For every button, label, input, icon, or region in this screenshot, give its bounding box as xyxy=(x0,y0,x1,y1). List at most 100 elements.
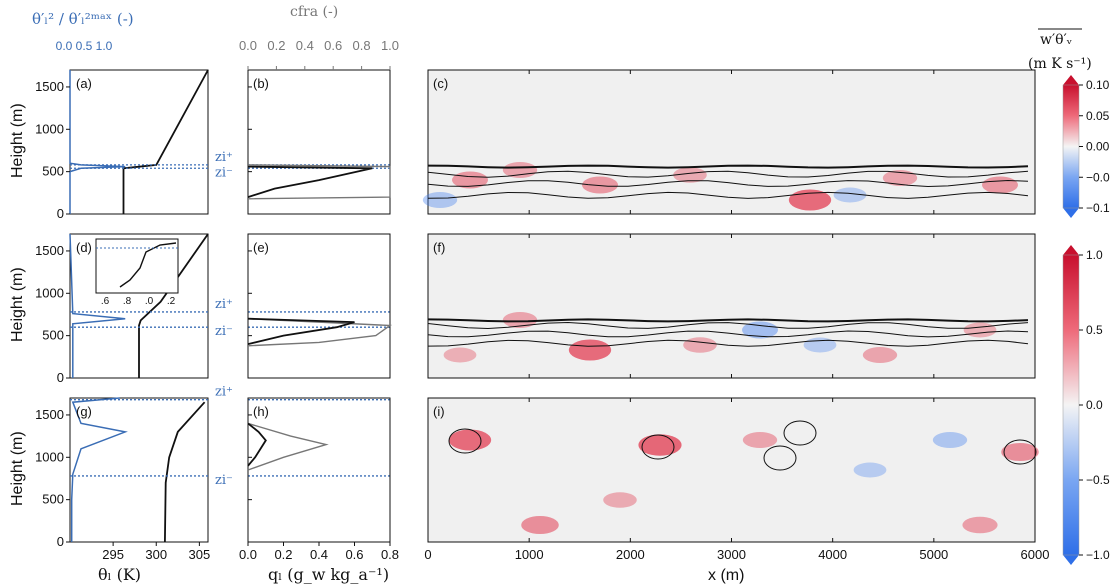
cloud-contour xyxy=(427,170,1029,178)
flux-field-frame xyxy=(427,397,1036,543)
flux-header: w′θ′ᵥ xyxy=(1040,32,1072,48)
flux-anomaly xyxy=(742,432,778,448)
ql-profile-line xyxy=(247,165,373,198)
flux-anomaly xyxy=(582,176,618,194)
cfra-profile-line xyxy=(247,164,391,200)
zi-minus-label: zi⁻ xyxy=(215,324,233,339)
var-ratio-tick-label: 0.0 xyxy=(56,39,73,53)
cloud-contour xyxy=(427,330,1029,338)
flux-anomaly xyxy=(963,322,997,338)
cfra-tick-label: 0.0 xyxy=(239,38,257,53)
cloud-contour xyxy=(427,179,1029,188)
flux-anomaly xyxy=(422,192,458,208)
liquid-panel-frame xyxy=(247,397,391,543)
y-tick-label: 1500 xyxy=(35,79,64,94)
x-tick-label: 1000 xyxy=(515,547,544,562)
cloud-contour xyxy=(1003,439,1037,465)
cloud-contour xyxy=(427,339,1029,347)
flux-anomaly xyxy=(502,312,538,328)
cfra-profile-line xyxy=(247,318,393,347)
x-tick-label: 0.8 xyxy=(381,547,399,562)
flux-anomaly xyxy=(862,347,898,363)
cfra-tick-label: 0.6 xyxy=(324,38,342,53)
x-tick-label: 2000 xyxy=(616,547,645,562)
panel-letter: (d) xyxy=(76,240,92,255)
cfra-tick-label: 1.0 xyxy=(381,38,399,53)
colorbar xyxy=(1062,84,1080,209)
colorbar-tick-label: −0.10 xyxy=(1086,201,1110,215)
ql-profile-line xyxy=(247,317,355,345)
flux-anomaly xyxy=(683,337,717,353)
x-axis-label: x (m) xyxy=(708,567,744,584)
flux-anomaly xyxy=(962,516,998,534)
flux-anomaly xyxy=(638,434,682,456)
flux-anomaly xyxy=(853,462,887,478)
liquid-panel-frame xyxy=(247,69,391,215)
colorbar-bottom-arrow xyxy=(1063,555,1079,565)
panel-letter: (i) xyxy=(433,404,445,419)
y-tick-label: 0 xyxy=(57,534,64,549)
y-tick-label: 1000 xyxy=(35,121,64,136)
x-tick-label: 0.4 xyxy=(310,547,328,562)
panel-letter: (g) xyxy=(76,404,92,419)
panel-letter: (c) xyxy=(433,76,448,91)
height-axis-label: Height (m) xyxy=(9,267,26,342)
flux-anomaly xyxy=(443,347,477,363)
flux-units: (m K s⁻¹) xyxy=(1028,56,1092,72)
profile-panel-frame xyxy=(69,69,209,215)
flux-anomaly xyxy=(882,170,918,186)
colorbar-tick-label: −1.0 xyxy=(1086,548,1110,562)
flux-anomaly xyxy=(788,189,832,211)
zi-plus-label: zi⁺ xyxy=(215,150,233,165)
panel-letter: (b) xyxy=(253,76,269,91)
colorbar-tick-label: 0.00 xyxy=(1086,140,1110,154)
flux-anomaly xyxy=(568,339,612,361)
inset-tick-label: .0 xyxy=(145,296,154,307)
zi-plus-label: zi⁺ xyxy=(215,297,233,312)
cfra-tick-label: 0.4 xyxy=(296,38,314,53)
flux-anomaly xyxy=(742,321,778,339)
colorbar xyxy=(1062,254,1080,556)
theta-axis-label: θₗ (K) xyxy=(98,565,141,584)
x-tick-label: 0.0 xyxy=(239,547,257,562)
zi-minus-label: zi⁻ xyxy=(215,473,233,488)
panel-letter: (e) xyxy=(253,240,269,255)
cloud-contour xyxy=(427,321,1029,330)
variance-profile-line xyxy=(70,397,128,542)
x-tick-label: 295 xyxy=(102,547,124,562)
theta-profile-line xyxy=(164,401,206,543)
flux-anomaly xyxy=(982,176,1018,194)
flux-field-frame xyxy=(427,233,1036,379)
colorbar-top-arrow xyxy=(1063,75,1079,85)
var-ratio-tick-label: 0.5 xyxy=(76,39,93,53)
y-tick-label: 500 xyxy=(42,328,64,343)
x-tick-label: 6000 xyxy=(1021,547,1050,562)
cfra-tick-label: 0.8 xyxy=(353,38,371,53)
inset-tick-label: .6 xyxy=(101,296,110,307)
variance-profile-line xyxy=(69,233,126,378)
flux-anomaly xyxy=(932,432,968,448)
y-tick-label: 500 xyxy=(42,164,64,179)
cloud-contour xyxy=(427,318,1029,323)
y-tick-label: 1500 xyxy=(35,243,64,258)
liquid-panel-frame xyxy=(247,233,391,379)
colorbar-tick-label: 0.05 xyxy=(1086,109,1110,123)
x-tick-label: 0.6 xyxy=(345,547,363,562)
var-ratio-header: θ′ₗ² / θ′ₗ²ᵐᵃˣ (-) xyxy=(32,10,134,28)
cloud-contour xyxy=(427,191,1029,199)
y-tick-label: 1000 xyxy=(35,285,64,300)
x-tick-label: 5000 xyxy=(919,547,948,562)
flux-anomaly xyxy=(502,162,538,178)
flux-anomaly xyxy=(1001,443,1039,461)
x-tick-label: 4000 xyxy=(818,547,847,562)
ql-axis-label: qₗ (g_w kg_a⁻¹) xyxy=(268,565,389,584)
y-tick-label: 0 xyxy=(57,206,64,221)
cloud-contour xyxy=(641,434,675,460)
colorbar-bottom-arrow xyxy=(1063,208,1079,218)
flux-anomaly xyxy=(603,492,637,508)
cloud-contour xyxy=(427,164,1029,169)
theta-profile-line xyxy=(122,69,209,214)
colorbar-top-arrow xyxy=(1063,245,1079,255)
colorbar-tick-label: −0.05 xyxy=(1086,170,1110,184)
